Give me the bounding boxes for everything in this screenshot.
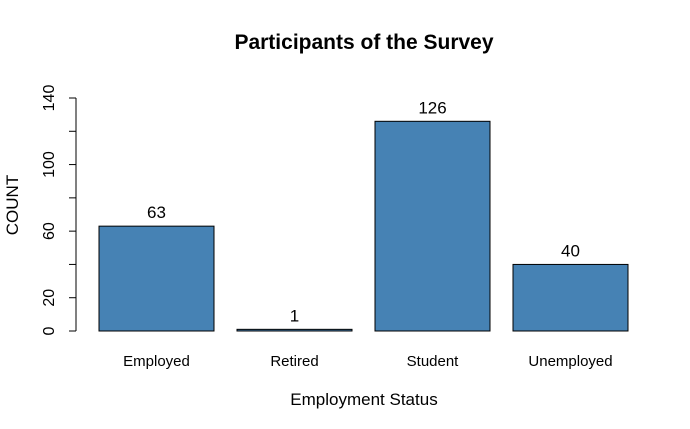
data-label: 1 [290,306,299,325]
x-axis-label: Employment Status [290,390,437,409]
data-labels-group: 63 1 126 40 [147,98,580,325]
y-tick-label: 60 [41,222,58,240]
chart-title: Participants of the Survey [234,31,493,54]
data-label: 63 [147,203,166,222]
category-label: Employed [123,353,190,370]
category-label: Student [407,353,460,370]
y-tick-label: 100 [41,151,58,178]
data-label: 40 [561,241,580,260]
y-axis-label: COUNT [3,175,22,235]
bar-unemployed [512,263,629,332]
data-label: 126 [418,98,446,117]
category-label: Retired [270,353,318,370]
category-labels-group: Employed Retired Student Unemployed [123,353,612,370]
bar-employed [98,225,215,332]
y-tick-label: 20 [41,289,58,307]
category-label: Unemployed [528,353,612,370]
y-tick-label: 140 [41,85,58,112]
bar-retired [236,328,353,332]
bar-student [374,120,491,332]
bars-group [98,120,629,332]
y-tick-label: 0 [41,326,58,335]
y-axis: 0 20 60 100 140 [41,85,77,335]
